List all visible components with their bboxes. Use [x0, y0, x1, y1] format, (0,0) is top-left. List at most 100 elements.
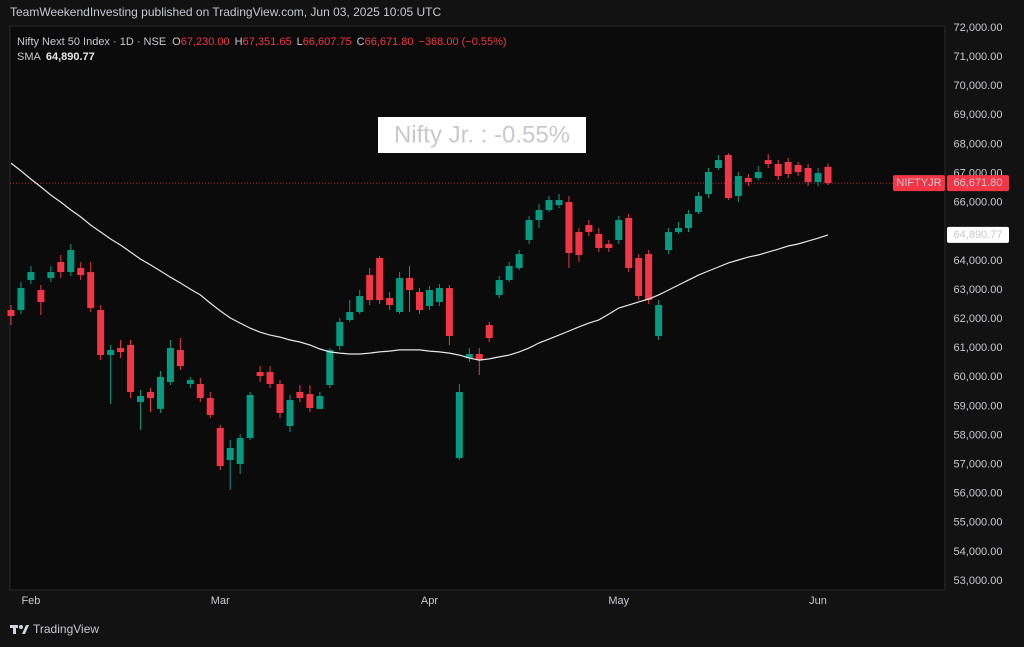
candle-body: [435, 288, 443, 303]
candle-body: [356, 296, 364, 313]
y-tick-label: 68,000.00: [954, 138, 1003, 150]
candle-body: [764, 160, 772, 165]
y-tick-label: 64,000.00: [954, 255, 1003, 267]
y-tick-label: 72,000.00: [954, 22, 1003, 34]
x-tick-label: May: [608, 595, 629, 607]
candle-body: [615, 220, 623, 241]
y-tick-label: 60,000.00: [954, 371, 1003, 383]
annotation: Nifty Jr. : -0.55%: [394, 121, 570, 148]
candle-body: [7, 310, 15, 317]
legend: Nifty Next 50 Index · 1D · NSE O67,230.00…: [17, 36, 507, 48]
x-tick-label: Feb: [21, 595, 40, 607]
candle-body: [714, 160, 722, 169]
candle-body: [396, 278, 404, 313]
candle-body: [67, 250, 75, 273]
last-price-box: [947, 175, 1009, 192]
candle-body: [734, 176, 742, 197]
candle-body: [525, 220, 533, 241]
legend-key: L: [297, 36, 303, 48]
sma-legend: SMA 64,890.77: [17, 51, 95, 63]
candle-body: [824, 166, 832, 184]
y-tick-label: 56,000.00: [954, 488, 1003, 500]
sma-price-box: [947, 226, 1009, 243]
candle-body: [156, 376, 164, 409]
candle-body: [754, 172, 762, 179]
candle-body: [386, 298, 394, 306]
legend-key: O: [172, 36, 181, 48]
legend-key: H: [235, 36, 243, 48]
candle-body: [286, 400, 294, 427]
legend-value: 67,351.65: [243, 36, 292, 48]
candle-body: [97, 310, 105, 356]
legend-value: 66,671.80: [365, 36, 414, 48]
plot-area: [9, 25, 946, 591]
legend-key: C: [357, 36, 365, 48]
candle-body: [306, 394, 314, 409]
legend-change: −368.00 (−0.55%): [419, 36, 507, 48]
candle-body: [47, 272, 55, 279]
candle-body: [316, 396, 324, 409]
candle-body: [814, 173, 822, 183]
x-tick-label: Mar: [211, 595, 230, 607]
candle-body: [127, 345, 135, 393]
candle-body: [186, 379, 194, 385]
annotation-box: [378, 117, 586, 153]
footer-logo: [10, 625, 29, 634]
candle-body: [146, 392, 154, 399]
footer: TradingView: [33, 622, 99, 636]
candle-body: [87, 272, 95, 309]
y-tick-label: 62,000.00: [954, 313, 1003, 325]
candle-body: [27, 272, 35, 281]
y-tick-label: 61,000.00: [954, 342, 1003, 354]
candle-body: [226, 448, 234, 461]
candle-body: [475, 354, 483, 361]
legend-value: 67,230.00: [181, 36, 230, 48]
candle-body: [37, 290, 45, 303]
symbol-label: NIFTYJR: [896, 177, 941, 189]
candle-body: [326, 350, 334, 386]
candle-body: [724, 155, 732, 199]
candle-body: [585, 225, 593, 233]
x-tick-label: Apr: [421, 595, 438, 607]
candle-body: [445, 288, 453, 337]
candle-body: [196, 384, 204, 399]
y-tick-label: 54,000.00: [954, 546, 1003, 558]
candle-body: [166, 348, 174, 383]
candle-body: [804, 168, 812, 183]
candle-body: [256, 372, 264, 377]
candle-body: [266, 372, 274, 385]
candle-body: [535, 210, 543, 221]
candle-body: [685, 214, 693, 229]
candle-body: [545, 200, 553, 211]
candle-body: [794, 165, 802, 173]
candle-body: [406, 278, 414, 291]
candle-body: [595, 234, 603, 249]
y-tick-label: 66,000.00: [954, 197, 1003, 209]
candle-body: [455, 392, 463, 459]
candle-body: [704, 172, 712, 195]
candle-body: [276, 384, 284, 413]
candle-body: [575, 232, 583, 256]
y-tick-label: 71,000.00: [954, 51, 1003, 63]
y-tick-label: 55,000.00: [954, 517, 1003, 529]
candle-body: [346, 312, 354, 321]
x-tick-label: Jun: [809, 595, 827, 607]
candle-body: [655, 305, 663, 337]
y-tick-label: 63,000.00: [954, 284, 1003, 296]
candle-body: [416, 292, 423, 311]
y-tick-label: 70,000.00: [954, 80, 1003, 92]
candle-body: [665, 232, 673, 251]
candle-body: [336, 322, 344, 347]
candle-body: [485, 325, 493, 339]
candle-body: [77, 268, 85, 276]
symbol-box: [893, 175, 945, 192]
candle-body: [216, 428, 224, 467]
sma-line: [10, 162, 829, 361]
last-price-label: 66,671.80: [954, 177, 1003, 189]
candle-body: [605, 244, 613, 249]
y-tick-label: 57,000.00: [954, 458, 1003, 470]
candle-body: [366, 275, 374, 301]
header: TeamWeekendInvesting published on Tradin…: [10, 5, 441, 19]
candle-body: [176, 350, 184, 367]
